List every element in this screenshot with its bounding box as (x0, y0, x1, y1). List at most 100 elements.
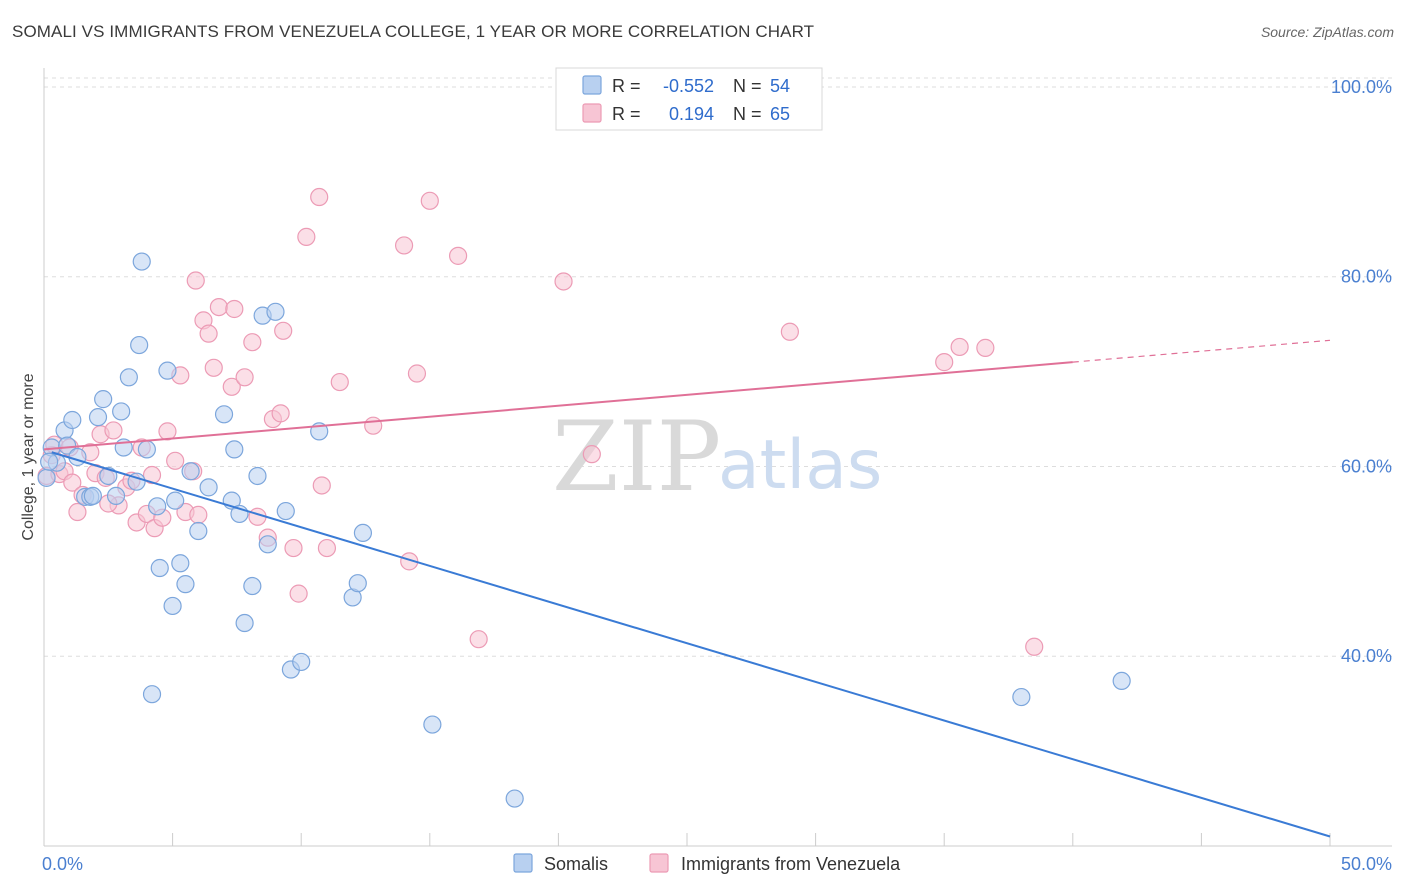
watermark-zip: ZIP (552, 401, 721, 513)
somali-point (132, 252, 151, 271)
venezuela-point (63, 473, 82, 492)
somali-point (189, 521, 208, 541)
venezuela-point (310, 187, 329, 207)
somali-point (214, 405, 234, 424)
venezuela-point (186, 271, 205, 290)
somali-point (94, 390, 113, 409)
venezuela-point (394, 236, 414, 255)
venezuela-point (189, 505, 208, 524)
y-axis-label: College, 1 year or more (20, 373, 37, 540)
somali-point (276, 501, 295, 521)
somali-point (166, 491, 185, 510)
y-tick-label: 80.0% (1341, 267, 1392, 287)
venezuela-point (312, 476, 331, 495)
venezuela-point (407, 364, 427, 383)
somali-point (40, 452, 59, 471)
venezuela-point (582, 445, 601, 464)
somali-point (112, 402, 131, 421)
legend-r-value-somali: -0.552 (663, 76, 714, 96)
chart-title: SOMALI VS IMMIGRANTS FROM VENEZUELA COLL… (12, 22, 815, 41)
venezuela-trend-extension (1072, 339, 1331, 363)
legend-r-value-venezuela: 0.194 (669, 104, 714, 124)
legend-r-label-venezuela: R = (612, 104, 641, 124)
legend-venezuela-swatch (582, 103, 602, 123)
venezuela-point (289, 584, 308, 603)
venezuela-point (330, 372, 349, 392)
venezuela-point (274, 321, 293, 340)
bottom-legend-venezuela-swatch (649, 853, 669, 873)
watermark: ZIP atlas (552, 401, 882, 513)
somali-point (137, 440, 156, 459)
legend-box: R = -0.552 N = 54 R = 0.194 N = 65 (555, 67, 823, 131)
somali-point (148, 497, 167, 516)
x-ticks (43, 833, 1331, 846)
legend-somali-swatch (582, 75, 602, 95)
somali-point (68, 447, 87, 467)
somali-point (119, 368, 138, 387)
somali-point (163, 596, 182, 616)
y-tick-labels: 40.0% 60.0% 80.0% 100.0% (1331, 77, 1392, 666)
somali-point (37, 468, 56, 487)
legend-n-label-somali: N = (733, 76, 762, 96)
x-tick-label-max: 50.0% (1341, 854, 1392, 874)
grid-lines (44, 77, 1392, 657)
bottom-legend-somali-label: Somalis (544, 854, 608, 874)
somali-point (142, 685, 162, 704)
x-tick-label-min: 0.0% (42, 854, 83, 874)
venezuela-point (235, 368, 254, 387)
venezuela-point (976, 338, 995, 357)
venezuela-point (104, 421, 123, 440)
venezuela-point (68, 502, 87, 522)
somali-point (225, 440, 244, 459)
bottom-legend: Somalis Immigrants from Venezuela (513, 853, 901, 874)
y-tick-label: 100.0% (1331, 77, 1392, 97)
somali-point (348, 574, 367, 593)
venezuela-point (243, 333, 262, 352)
venezuela-point (225, 299, 244, 319)
venezuela-point (222, 377, 241, 396)
legend-n-value-somali: 54 (770, 76, 790, 96)
somali-point (181, 462, 200, 481)
venezuela-point (1025, 637, 1044, 656)
venezuela-point (158, 422, 177, 441)
bottom-legend-venezuela-label: Immigrants from Venezuela (681, 854, 901, 874)
venezuela-point (297, 227, 316, 246)
somali-point (199, 478, 218, 497)
somali-point (171, 554, 190, 573)
somali-point (83, 486, 102, 505)
venezuela-point (469, 630, 488, 649)
somali-point (58, 436, 77, 455)
bottom-legend-somali-swatch (513, 853, 533, 873)
somali-point (106, 486, 126, 505)
somali-point (505, 789, 524, 808)
somali-point (235, 613, 254, 633)
somali-point (158, 361, 177, 380)
somali-point (243, 576, 262, 596)
legend-n-value-venezuela: 65 (770, 104, 790, 124)
venezuela-point (166, 451, 185, 470)
venezuela-point (209, 297, 228, 317)
venezuela-point (364, 416, 383, 435)
somali-point (99, 466, 118, 486)
somali-point (248, 466, 267, 486)
y-tick-label: 40.0% (1341, 646, 1392, 666)
venezuela-point (935, 353, 954, 372)
somali-point (266, 302, 285, 321)
somali-point (130, 335, 149, 355)
venezuela-point (317, 538, 337, 558)
legend-r-label-somali: R = (612, 76, 641, 96)
somali-point (1112, 671, 1131, 691)
venezuela-point (950, 337, 969, 357)
watermark-atlas: atlas (718, 426, 882, 505)
venezuela-point (448, 246, 468, 265)
venezuela-point (271, 404, 290, 423)
legend-n-label-venezuela: N = (733, 104, 762, 124)
somali-point (63, 410, 82, 430)
venezuela-point (142, 465, 162, 485)
somali-points (37, 252, 1131, 808)
somali-point (258, 535, 277, 554)
somali-point (292, 652, 311, 672)
venezuela-point (780, 322, 799, 341)
somali-point (176, 575, 195, 594)
